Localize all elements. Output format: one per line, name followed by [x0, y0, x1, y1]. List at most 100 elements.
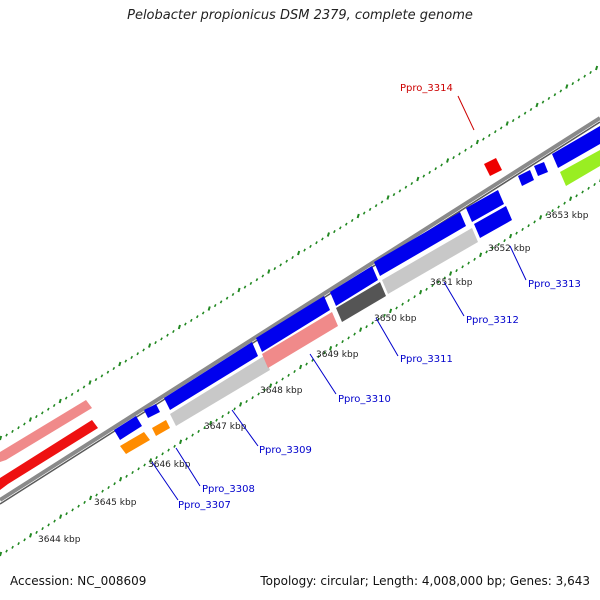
gene-ppro-3312-rev: [382, 228, 478, 294]
minor-tick: [227, 411, 230, 415]
minor-tick: [125, 474, 128, 478]
minor-tick: [333, 230, 336, 234]
minor-tick: [455, 269, 458, 273]
minor-tick: [166, 333, 169, 337]
gene-ppro-3310: [256, 296, 330, 352]
minor-tick: [52, 403, 56, 408]
major-tick: [237, 287, 241, 293]
major-tick: [59, 514, 63, 519]
minor-tick: [487, 133, 491, 137]
minor-tick: [95, 493, 98, 497]
minor-tick: [184, 322, 187, 326]
minor-tick: [100, 374, 104, 378]
minor-tick: [341, 340, 344, 344]
minor-tick: [106, 370, 110, 374]
minor-tick: [251, 396, 254, 400]
minor-tick: [551, 209, 554, 213]
gene-ppro-3310-rev: [262, 312, 338, 368]
minor-tick: [315, 241, 318, 245]
minor-tick: [545, 212, 548, 217]
minor-tick: [377, 317, 380, 321]
minor-tick: [380, 200, 384, 204]
minor-tick: [5, 549, 8, 553]
minor-tick: [142, 348, 145, 352]
minor-tick: [255, 278, 259, 282]
minor-tick: [195, 315, 199, 319]
minor-tick: [215, 418, 218, 422]
minor-tick: [581, 190, 584, 194]
scale-label: 3645 kbp: [94, 498, 137, 508]
minor-tick: [323, 351, 326, 355]
minor-tick: [161, 452, 164, 456]
minor-tick: [458, 152, 461, 156]
minor-tick: [587, 186, 590, 190]
minor-tick: [11, 545, 14, 549]
major-tick: [239, 402, 243, 407]
major-tick: [446, 158, 450, 163]
minor-tick: [470, 144, 473, 149]
minor-tick: [35, 415, 38, 419]
minor-tick: [593, 182, 596, 187]
major-tick: [179, 439, 183, 445]
minor-tick: [245, 399, 248, 404]
minor-tick: [515, 231, 518, 235]
major-tick: [565, 84, 569, 89]
minor-tick: [422, 174, 426, 178]
minor-tick: [407, 298, 410, 303]
scale-label: 3650 kbp: [374, 314, 417, 324]
minor-tick: [70, 392, 74, 396]
major-tick: [326, 232, 330, 237]
minor-tick: [437, 280, 440, 284]
minor-tick: [77, 504, 80, 508]
minor-tick: [434, 167, 438, 171]
minor-tick: [309, 244, 312, 248]
minor-tick: [577, 78, 581, 82]
major-tick: [267, 269, 271, 274]
minor-tick: [131, 470, 134, 475]
major-tick: [479, 252, 483, 258]
gene-ppro-3311: [330, 266, 378, 306]
major-tick: [595, 65, 599, 71]
major-tick: [356, 213, 360, 219]
minor-tick: [497, 242, 500, 246]
minor-tick: [231, 292, 235, 297]
scale-label: 3647 kbp: [204, 422, 247, 432]
minor-tick: [155, 456, 158, 460]
gene-ppro-3309-rev: [170, 356, 270, 426]
minor-tick: [221, 414, 224, 418]
minor-tick: [203, 426, 206, 430]
major-tick: [149, 458, 153, 463]
gene-label-ppro-3308: Ppro_3308: [202, 484, 255, 495]
minor-tick: [46, 407, 50, 411]
minor-tick: [321, 237, 324, 241]
major-tick: [569, 196, 573, 201]
major-tick: [416, 176, 420, 182]
scale-labels: 3644 kbp 3645 kbp 3646 kbp 3647 kbp 3648…: [38, 211, 589, 545]
major-tick: [297, 250, 301, 256]
gene-red-left: [0, 420, 98, 490]
minor-tick: [371, 321, 374, 325]
gene-label-ppro-3310: Ppro_3310: [338, 394, 391, 405]
minor-tick: [23, 538, 26, 542]
minor-tick: [82, 385, 86, 389]
minor-tick: [83, 500, 86, 504]
gene-blue-right: [552, 126, 600, 168]
major-tick: [89, 495, 93, 501]
major-tick: [28, 417, 32, 422]
minor-tick: [65, 512, 68, 516]
gene-ppro-3307: [120, 432, 150, 454]
major-tick: [505, 121, 509, 126]
minor-tick: [113, 482, 116, 486]
gene-ppro-3311-rev: [336, 282, 386, 322]
minor-tick: [485, 250, 488, 254]
minor-tick: [503, 239, 506, 243]
major-tick: [209, 420, 213, 426]
minor-tick: [64, 396, 68, 400]
minor-tick: [47, 523, 50, 527]
gene-ppro-3308: [114, 416, 142, 440]
minor-tick: [317, 355, 320, 359]
scale-label: 3644 kbp: [38, 535, 81, 545]
minor-tick: [23, 422, 26, 426]
major-tick: [389, 308, 393, 314]
